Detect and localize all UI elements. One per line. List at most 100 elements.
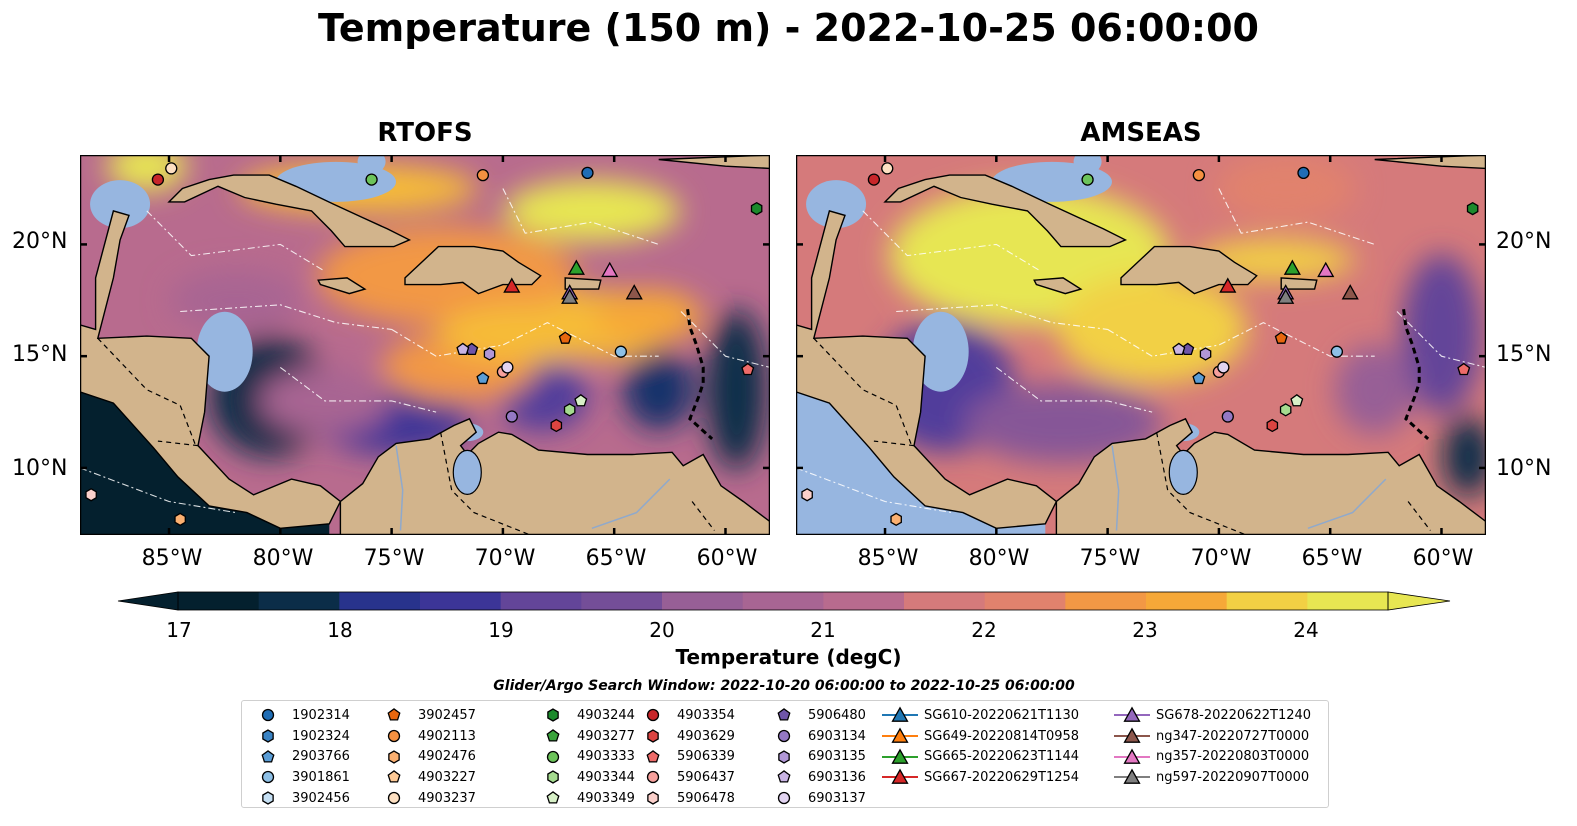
legend-entry: 3902456 bbox=[250, 788, 350, 809]
map-marker-4903333 bbox=[1081, 173, 1094, 186]
legend-label: 4903333 bbox=[577, 749, 635, 765]
legend-entry: 5906339 bbox=[635, 746, 735, 767]
legend-marker-icon bbox=[387, 708, 401, 721]
lon-tick: 75°W bbox=[363, 546, 425, 571]
map-marker-ng597-20220907T0000 bbox=[1277, 288, 1295, 304]
legend-marker-icon bbox=[387, 729, 401, 743]
legend-entry: 5906478 bbox=[635, 788, 735, 809]
map-marker-SG667-20220629T1254 bbox=[503, 277, 521, 293]
legend-label: 4903629 bbox=[677, 728, 735, 744]
legend-entry: 4903344 bbox=[535, 767, 635, 788]
legend-column: 1902314 1902324 2903766 3901861 3902456 bbox=[250, 705, 350, 808]
map-marker-6903135 bbox=[483, 347, 496, 361]
legend-entry: 6903136 bbox=[766, 767, 866, 788]
colorbar-label: Temperature (degC) bbox=[675, 645, 902, 669]
colorbar-segment bbox=[742, 592, 824, 610]
lon-tick: 85°W bbox=[141, 546, 203, 571]
map-marker-SG665-20220623T1144 bbox=[567, 259, 585, 275]
map-marker-6903135 bbox=[1199, 347, 1212, 361]
legend-label: 4903227 bbox=[418, 769, 476, 785]
map-marker-6903134 bbox=[1221, 410, 1234, 423]
colorbar-segment bbox=[420, 592, 502, 610]
map-marker-ng347-20220727T0000 bbox=[625, 284, 643, 300]
legend-entry: SG610-20220621T1130 bbox=[882, 705, 1079, 726]
legend-marker-icon bbox=[882, 727, 918, 743]
colorbar-segment bbox=[1065, 592, 1147, 610]
legend-entry: 4903354 bbox=[635, 705, 735, 726]
colorbar bbox=[117, 591, 1451, 611]
legend-column: 3902457 4902113 4902476 4903227 4903237 bbox=[376, 705, 476, 808]
map-marker-4903344 bbox=[1279, 403, 1292, 417]
legend-label: 6903134 bbox=[808, 728, 866, 744]
legend-label: SG678-20220622T1240 bbox=[1156, 707, 1312, 723]
legend-marker-icon bbox=[262, 729, 274, 743]
legend-label: 5906339 bbox=[677, 749, 735, 765]
legend-marker-icon bbox=[1114, 706, 1150, 723]
legend-entry: SG665-20220623T1144 bbox=[882, 746, 1079, 767]
legend-label: ng357-20220803T0000 bbox=[1156, 749, 1310, 765]
lat-tick-left: 20°N bbox=[12, 229, 68, 254]
lon-tick: 85°W bbox=[857, 546, 919, 571]
map-panel-rtofs bbox=[80, 155, 770, 535]
lon-tick: 65°W bbox=[585, 546, 647, 571]
colorbar-tick: 19 bbox=[488, 618, 514, 642]
legend-column: SG678-20220622T1240 ng347-20220727T0000 ng… bbox=[1114, 705, 1311, 788]
legend-label: SG649-20220814T0958 bbox=[924, 728, 1080, 744]
legend-marker-icon bbox=[647, 729, 659, 743]
map-marker-4903344 bbox=[563, 403, 576, 417]
lat-tick-right: 15°N bbox=[1496, 342, 1552, 367]
lon-tick: 70°W bbox=[1190, 546, 1252, 571]
legend-entry: 4903227 bbox=[376, 767, 476, 788]
legend-marker-icon bbox=[646, 771, 660, 784]
legend-entry: 5906480 bbox=[766, 705, 866, 726]
map-marker-6903134 bbox=[505, 410, 518, 423]
legend-entry: 4902476 bbox=[376, 746, 476, 767]
legend-entry: 4902113 bbox=[376, 726, 476, 747]
legend-marker-icon bbox=[261, 771, 275, 784]
lon-tick: 80°W bbox=[252, 546, 314, 571]
legend-marker-icon bbox=[647, 791, 659, 805]
map-marker-4903237 bbox=[881, 162, 894, 175]
map-marker-ng347-20220727T0000 bbox=[1341, 284, 1359, 300]
colorbar-tick: 21 bbox=[810, 618, 836, 642]
legend-label: 4903237 bbox=[418, 790, 476, 806]
search-window-caption: Glider/Argo Search Window: 2022-10-20 06… bbox=[493, 678, 1075, 694]
colorbar-segment bbox=[904, 592, 986, 610]
map-marker-3902457 bbox=[1274, 331, 1288, 344]
map-marker-4903629 bbox=[1266, 418, 1279, 433]
legend-label: 3902456 bbox=[292, 790, 350, 806]
legend-label: SG610-20220621T1130 bbox=[924, 707, 1080, 723]
legend-marker-icon bbox=[546, 729, 560, 742]
legend-entry: 4903244 bbox=[535, 705, 635, 726]
map-marker-4902476 bbox=[174, 512, 186, 527]
map-marker-4902113 bbox=[476, 168, 490, 182]
map-panel-amseas bbox=[796, 155, 1486, 535]
legend-entry: 1902324 bbox=[250, 726, 350, 747]
map-field bbox=[80, 155, 770, 535]
colorbar-extend-high bbox=[1387, 591, 1451, 611]
legend-label: 4903349 bbox=[577, 790, 635, 806]
legend-entry: SG649-20220814T0958 bbox=[882, 726, 1079, 747]
legend-label: 1902314 bbox=[292, 707, 350, 723]
legend-label: SG667-20220629T1254 bbox=[924, 769, 1080, 785]
map-marker-4902476 bbox=[890, 512, 902, 527]
legend-entry: 4903349 bbox=[535, 788, 635, 809]
panel-title-amseas: AMSEAS bbox=[1080, 118, 1202, 148]
lon-tick: 75°W bbox=[1079, 546, 1141, 571]
legend-column: SG610-20220621T1130 SG649-20220814T0958 SG… bbox=[882, 705, 1079, 788]
legend-entry: 4903333 bbox=[535, 746, 635, 767]
colorbar-tick: 23 bbox=[1132, 618, 1158, 642]
legend-entry: ng347-20220727T0000 bbox=[1114, 726, 1311, 747]
legend-label: ng347-20220727T0000 bbox=[1156, 728, 1310, 744]
legend-marker-icon bbox=[546, 791, 560, 804]
lat-tick-right: 20°N bbox=[1496, 229, 1552, 254]
lat-tick-left: 15°N bbox=[12, 342, 68, 367]
lon-tick: 65°W bbox=[1301, 546, 1363, 571]
legend-label: 3902457 bbox=[418, 707, 476, 723]
legend-marker-icon bbox=[646, 749, 660, 763]
map-marker-1902314 bbox=[581, 166, 594, 180]
legend-marker-icon bbox=[387, 791, 401, 805]
figure-title: Temperature (150 m) - 2022-10-25 06:00:0… bbox=[317, 6, 1259, 50]
legend-label: 6903136 bbox=[808, 769, 866, 785]
legend-label: 4903354 bbox=[677, 707, 735, 723]
